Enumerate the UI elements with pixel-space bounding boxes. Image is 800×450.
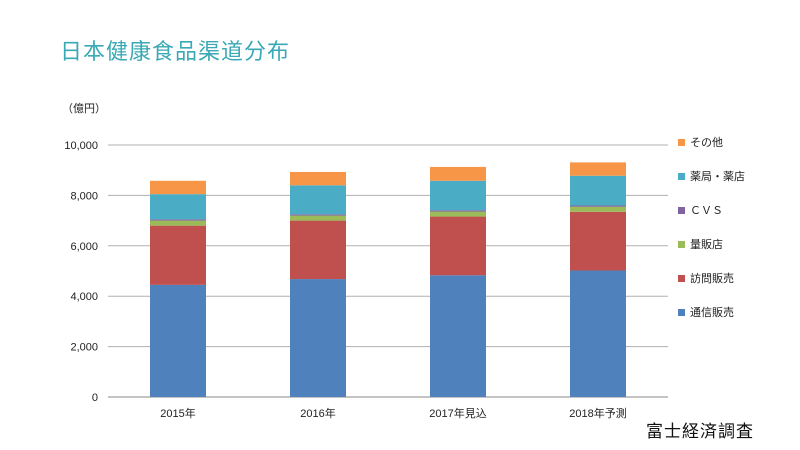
bar-segment — [150, 194, 206, 220]
bar-segment — [150, 284, 206, 397]
bar-segment — [290, 185, 346, 215]
legend-swatch — [678, 241, 685, 248]
bar-segment — [570, 211, 626, 271]
bar-segment — [430, 210, 486, 212]
bar-segment — [570, 175, 626, 206]
bar-segment — [290, 215, 346, 221]
legend-label: 訪問販売 — [690, 271, 734, 285]
bar-segment — [430, 180, 486, 211]
y-tick-label: 6,000 — [70, 241, 98, 253]
x-tick-label: 2017年見込 — [429, 406, 486, 420]
bar-segment — [290, 279, 346, 397]
bar-segment — [290, 214, 346, 216]
legend-swatch — [678, 173, 685, 180]
bar-segment — [150, 219, 206, 221]
bar-segment — [290, 171, 346, 186]
legend-swatch — [678, 139, 685, 146]
bar-segment — [570, 206, 626, 212]
y-tick-label: 8,000 — [70, 190, 98, 202]
y-axis-label: （億円） — [62, 102, 106, 115]
bar-segment — [570, 205, 626, 207]
x-tick-label: 2016年 — [300, 406, 335, 420]
legend-label: 薬局・薬店 — [690, 169, 745, 183]
legend-label: その他 — [690, 136, 723, 149]
x-tick-label: 2018年予測 — [569, 406, 626, 420]
y-tick-label: 4,000 — [70, 291, 98, 303]
source-label: 富士経済調査 — [646, 422, 754, 442]
legend-swatch — [678, 207, 685, 214]
bar-segment — [150, 180, 206, 195]
bars — [150, 162, 626, 397]
bar-segment — [570, 270, 626, 397]
y-tick-label: 2,000 — [70, 342, 98, 354]
y-tick-label: 10,000 — [64, 140, 98, 152]
legend-swatch — [678, 309, 685, 316]
bar-segment — [430, 166, 486, 181]
legend-label: ＣＶＳ — [690, 204, 723, 217]
y-tick-label: 0 — [92, 392, 98, 404]
bar-segment — [290, 220, 346, 280]
bar-segment — [570, 162, 626, 176]
bar-segment — [150, 225, 206, 285]
page-title: 日本健康食品渠道分布 — [60, 40, 291, 65]
bar-segment — [430, 211, 486, 217]
legend-swatch — [678, 275, 685, 282]
x-tick-label: 2015年 — [160, 406, 195, 420]
y-axis-ticks: 0 2,000 4,000 6,000 8,000 10,000 — [64, 140, 98, 404]
legend-label: 量販店 — [690, 237, 723, 251]
bar-segment — [430, 275, 486, 397]
bar-segment — [430, 216, 486, 276]
x-axis-ticks: 2015年 2016年 2017年見込 2018年予測 — [160, 406, 626, 420]
legend-label: 通信販売 — [690, 306, 734, 319]
bar-segment — [150, 220, 206, 226]
